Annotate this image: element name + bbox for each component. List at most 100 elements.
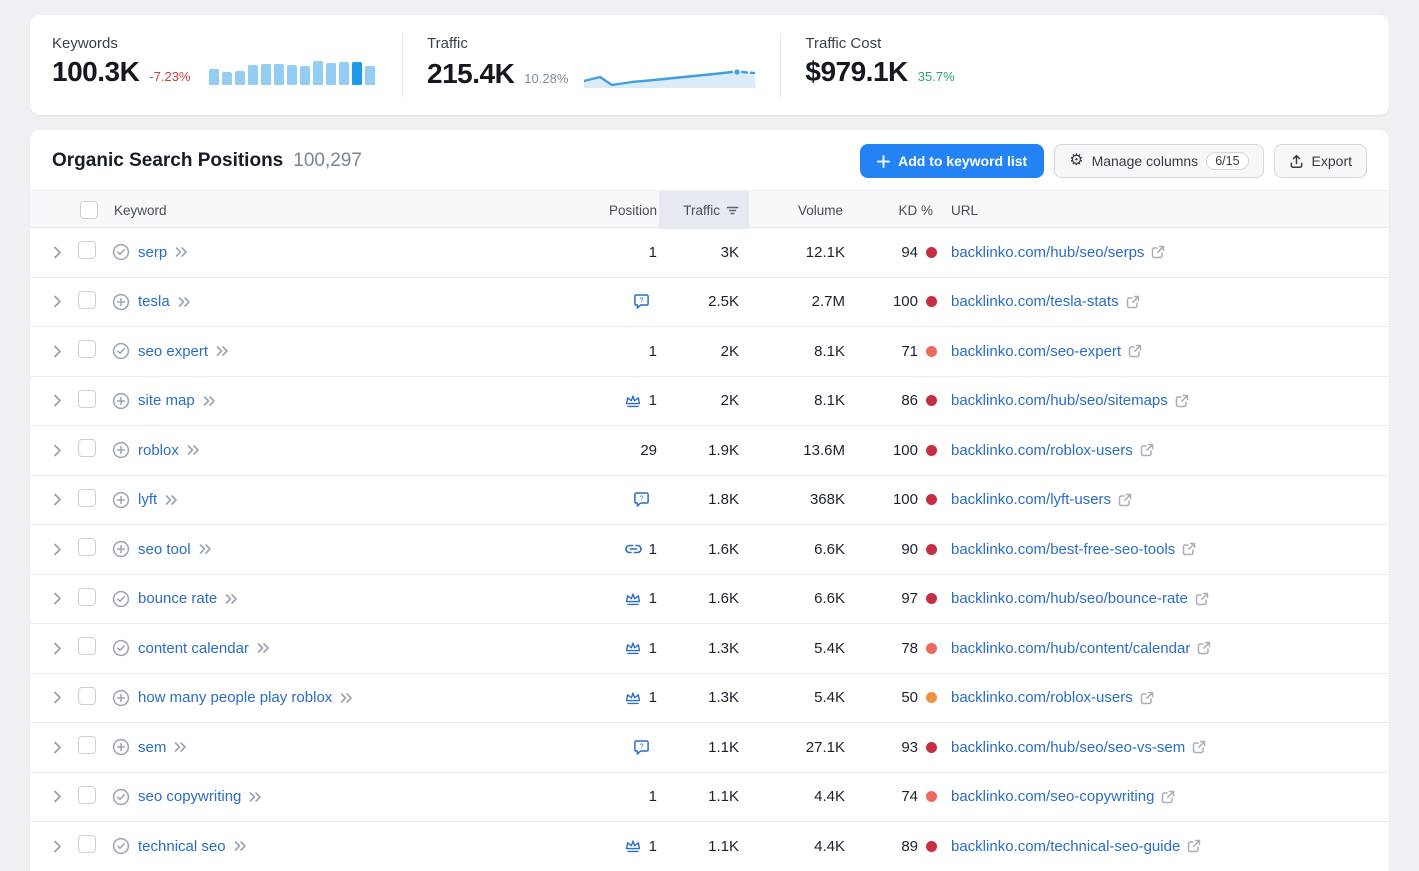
open-serp-double-chevron-icon[interactable] bbox=[199, 543, 212, 555]
expand-row-button[interactable] bbox=[52, 543, 78, 556]
url-link[interactable]: backlinko.com/hub/seo/bounce-rate bbox=[937, 590, 1389, 607]
external-link-icon[interactable] bbox=[1187, 839, 1201, 853]
sitelinks-chain-icon bbox=[624, 542, 642, 556]
column-header-keyword[interactable]: Keyword bbox=[114, 202, 167, 218]
url-link[interactable]: backlinko.com/roblox-users bbox=[937, 442, 1389, 459]
add-keyword-plus-circle-icon[interactable] bbox=[112, 441, 130, 459]
row-checkbox[interactable] bbox=[78, 290, 96, 309]
external-link-icon[interactable] bbox=[1197, 641, 1211, 655]
kd-value: 86 bbox=[901, 392, 918, 410]
expand-row-button[interactable] bbox=[52, 642, 78, 655]
add-to-keyword-list-button[interactable]: Add to keyword list bbox=[860, 144, 1045, 178]
external-link-icon[interactable] bbox=[1126, 295, 1140, 309]
open-serp-double-chevron-icon[interactable] bbox=[257, 642, 270, 654]
external-link-icon[interactable] bbox=[1151, 245, 1165, 259]
open-serp-double-chevron-icon[interactable] bbox=[225, 593, 238, 605]
url-link[interactable]: backlinko.com/seo-expert bbox=[937, 343, 1389, 360]
row-checkbox[interactable] bbox=[78, 686, 96, 705]
keyword-link[interactable]: site map bbox=[138, 392, 195, 410]
external-link-icon[interactable] bbox=[1195, 592, 1209, 606]
select-all-checkbox[interactable] bbox=[80, 201, 98, 219]
add-keyword-plus-circle-icon[interactable] bbox=[112, 689, 130, 707]
url-link[interactable]: backlinko.com/best-free-seo-tools bbox=[937, 541, 1389, 558]
keyword-link[interactable]: sem bbox=[138, 738, 167, 756]
expand-row-button[interactable] bbox=[52, 394, 78, 407]
open-serp-double-chevron-icon[interactable] bbox=[187, 444, 200, 456]
keyword-link[interactable]: bounce rate bbox=[138, 590, 218, 608]
open-serp-double-chevron-icon[interactable] bbox=[178, 296, 191, 308]
expand-row-button[interactable] bbox=[52, 840, 78, 853]
export-button[interactable]: Export bbox=[1273, 144, 1367, 178]
url-link[interactable]: backlinko.com/hub/seo/serps bbox=[937, 244, 1389, 261]
url-link[interactable]: backlinko.com/roblox-users bbox=[937, 689, 1389, 706]
url-link[interactable]: backlinko.com/hub/seo/seo-vs-sem bbox=[937, 739, 1389, 756]
keyword-link[interactable]: roblox bbox=[138, 441, 179, 459]
url-link[interactable]: backlinko.com/hub/content/calendar bbox=[937, 640, 1389, 657]
keyword-link[interactable]: seo copywriting bbox=[138, 788, 242, 806]
open-serp-double-chevron-icon[interactable] bbox=[340, 692, 353, 704]
open-serp-double-chevron-icon[interactable] bbox=[175, 246, 188, 258]
row-checkbox[interactable] bbox=[78, 439, 96, 458]
row-checkbox[interactable] bbox=[78, 340, 96, 359]
column-header-traffic[interactable]: Traffic bbox=[659, 191, 749, 229]
column-header-kd[interactable]: KD % bbox=[898, 202, 933, 218]
url-link[interactable]: backlinko.com/tesla-stats bbox=[937, 293, 1389, 310]
keyword-link[interactable]: serp bbox=[138, 243, 168, 261]
column-header-volume[interactable]: Volume bbox=[797, 202, 843, 218]
keyword-link[interactable]: seo tool bbox=[138, 540, 191, 558]
row-checkbox[interactable] bbox=[78, 538, 96, 557]
open-serp-double-chevron-icon[interactable] bbox=[234, 840, 247, 852]
row-checkbox[interactable] bbox=[78, 587, 96, 606]
row-checkbox[interactable] bbox=[78, 835, 96, 854]
external-link-icon[interactable] bbox=[1140, 691, 1154, 705]
external-link-icon[interactable] bbox=[1161, 790, 1175, 804]
keyword-link[interactable]: how many people play roblox bbox=[138, 689, 333, 707]
open-serp-double-chevron-icon[interactable] bbox=[203, 395, 216, 407]
external-link-icon[interactable] bbox=[1192, 740, 1206, 754]
keywords-label: Keywords bbox=[52, 35, 118, 52]
expand-row-button[interactable] bbox=[52, 246, 78, 259]
add-keyword-plus-circle-icon[interactable] bbox=[112, 392, 130, 410]
open-serp-double-chevron-icon[interactable] bbox=[174, 741, 187, 753]
column-header-url[interactable]: URL bbox=[951, 202, 979, 218]
row-checkbox[interactable] bbox=[78, 736, 96, 755]
row-checkbox[interactable] bbox=[78, 241, 96, 260]
external-link-icon[interactable] bbox=[1182, 542, 1196, 556]
open-serp-double-chevron-icon[interactable] bbox=[216, 345, 229, 357]
keyword-link[interactable]: technical seo bbox=[138, 837, 226, 855]
column-header-position[interactable]: Position bbox=[608, 202, 657, 218]
expand-row-button[interactable] bbox=[52, 592, 78, 605]
expand-row-button[interactable] bbox=[52, 691, 78, 704]
url-link[interactable]: backlinko.com/seo-copywriting bbox=[937, 788, 1389, 805]
traffic-value: 1.3K bbox=[708, 639, 739, 657]
row-checkbox[interactable] bbox=[78, 637, 96, 656]
expand-row-button[interactable] bbox=[52, 295, 78, 308]
add-keyword-plus-circle-icon[interactable] bbox=[112, 293, 130, 311]
open-serp-double-chevron-icon[interactable] bbox=[165, 494, 178, 506]
row-checkbox[interactable] bbox=[78, 785, 96, 804]
row-checkbox[interactable] bbox=[78, 389, 96, 408]
external-link-icon[interactable] bbox=[1175, 394, 1189, 408]
external-link-icon[interactable] bbox=[1140, 443, 1154, 457]
add-keyword-plus-circle-icon[interactable] bbox=[112, 540, 130, 558]
expand-row-button[interactable] bbox=[52, 741, 78, 754]
add-keyword-plus-circle-icon[interactable] bbox=[112, 738, 130, 756]
url-link[interactable]: backlinko.com/technical-seo-guide bbox=[937, 838, 1389, 855]
expand-row-button[interactable] bbox=[52, 790, 78, 803]
open-serp-double-chevron-icon[interactable] bbox=[249, 791, 262, 803]
url-link[interactable]: backlinko.com/lyft-users bbox=[937, 491, 1389, 508]
external-link-icon[interactable] bbox=[1118, 493, 1132, 507]
expand-row-button[interactable] bbox=[52, 493, 78, 506]
manage-columns-button[interactable]: ⚙ Manage columns 6/15 bbox=[1054, 144, 1264, 178]
expand-row-button[interactable] bbox=[52, 345, 78, 358]
keyword-link[interactable]: content calendar bbox=[138, 639, 249, 657]
expand-row-button[interactable] bbox=[52, 444, 78, 457]
keyword-link[interactable]: lyft bbox=[138, 491, 158, 509]
keyword-link[interactable]: seo expert bbox=[138, 342, 209, 360]
url-link[interactable]: backlinko.com/hub/seo/sitemaps bbox=[937, 392, 1389, 409]
add-keyword-plus-circle-icon[interactable] bbox=[112, 491, 130, 509]
stat-traffic-cost: Traffic Cost $979.1K 35.7% bbox=[780, 33, 1389, 97]
keyword-link[interactable]: tesla bbox=[138, 293, 170, 311]
external-link-icon[interactable] bbox=[1128, 344, 1142, 358]
row-checkbox[interactable] bbox=[78, 488, 96, 507]
